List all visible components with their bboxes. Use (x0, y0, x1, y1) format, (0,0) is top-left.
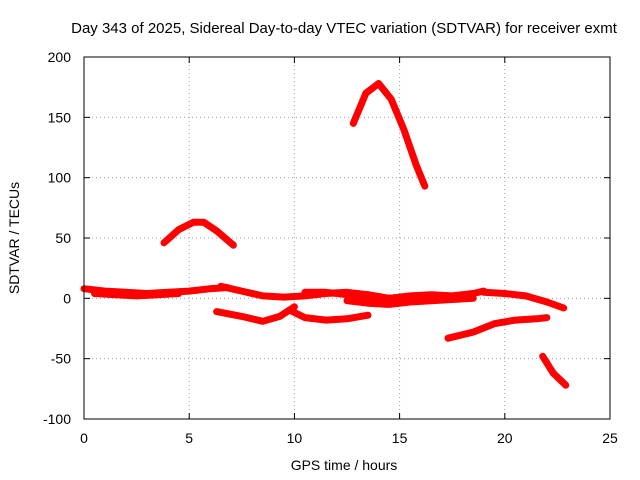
series-arc-8 (343, 294, 477, 308)
x-tick-label: 20 (497, 430, 513, 446)
series-arc-3 (160, 218, 237, 249)
series-arc-7 (301, 287, 488, 302)
y-tick-label: -100 (43, 411, 71, 427)
series-arc-10 (444, 314, 551, 342)
x-tick-label: 15 (392, 430, 408, 446)
y-tick-label: 100 (48, 170, 72, 186)
x-tick-label: 25 (602, 430, 618, 446)
series-arc-2 (91, 290, 183, 300)
x-tick-label: 5 (185, 430, 193, 446)
grid-layer (84, 57, 610, 419)
tick-layer: 0 5 10 15 20 25 -100 -50 0 50 100 150 200 (43, 49, 618, 446)
y-axis-label: SDTVAR / TECUs (6, 182, 22, 294)
y-tick-label: -50 (51, 351, 71, 367)
series-arc-11 (480, 288, 568, 312)
series-arc-6 (286, 306, 372, 324)
y-tick-label: 0 (63, 290, 71, 306)
series-arc-5 (213, 303, 298, 325)
series-arc-12 (539, 352, 570, 389)
x-axis-label: GPS time / hours (291, 457, 398, 473)
series-arc-9 (349, 80, 429, 190)
plot-frame (83, 56, 611, 420)
x-tick-label: 0 (80, 430, 88, 446)
y-tick-label: 200 (48, 49, 72, 65)
chart-title: Day 343 of 2025, Sidereal Day-to-day VTE… (71, 20, 618, 37)
x-tick-label: 10 (287, 430, 303, 446)
series-layer (80, 80, 570, 389)
y-tick-label: 150 (48, 109, 72, 125)
y-tick-label: 50 (55, 230, 71, 246)
